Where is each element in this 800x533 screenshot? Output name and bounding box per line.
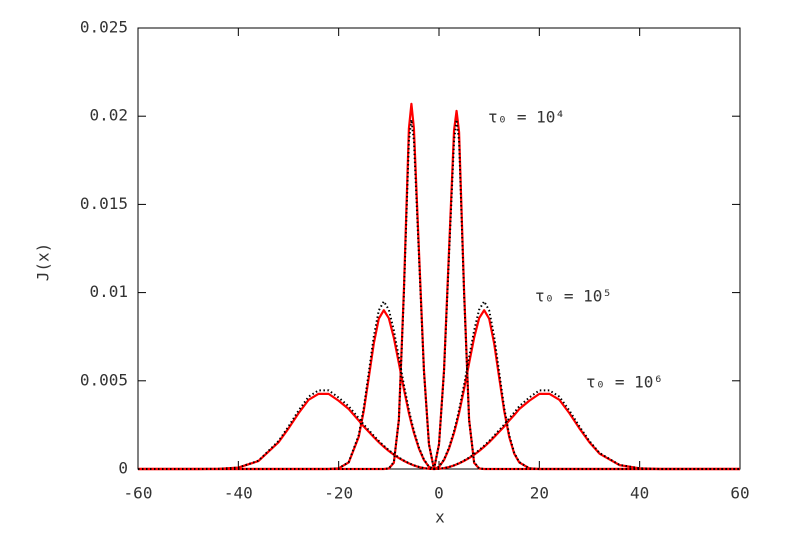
x-tick-label: -60 (124, 484, 153, 503)
x-tick-label: 60 (730, 484, 749, 503)
x-tick-label: 20 (530, 484, 549, 503)
model-line (138, 300, 740, 470)
y-tick-label: 0.025 (80, 18, 128, 37)
model-line (138, 389, 740, 470)
y-tick-label: 0.005 (80, 370, 128, 389)
y-tick-label: 0.01 (89, 282, 128, 301)
x-axis-label: x (435, 508, 445, 527)
annotation: τ₀ = 10⁴ (488, 108, 565, 127)
x-tick-label: 0 (434, 484, 444, 503)
annotation: τ₀ = 10⁶ (586, 373, 663, 392)
x-tick-label: 40 (630, 484, 649, 503)
plot-border (137, 27, 741, 470)
y-tick-label: 0 (118, 459, 128, 478)
y-axis-label: J(x) (34, 243, 53, 282)
model-line (138, 118, 740, 470)
y-tick-label: 0.015 (80, 194, 128, 213)
data-line (138, 102, 740, 471)
annotation: τ₀ = 10⁵ (535, 287, 612, 306)
x-tick-label: -40 (224, 484, 253, 503)
x-tick-label: -20 (324, 484, 353, 503)
y-tick-label: 0.02 (89, 106, 128, 125)
